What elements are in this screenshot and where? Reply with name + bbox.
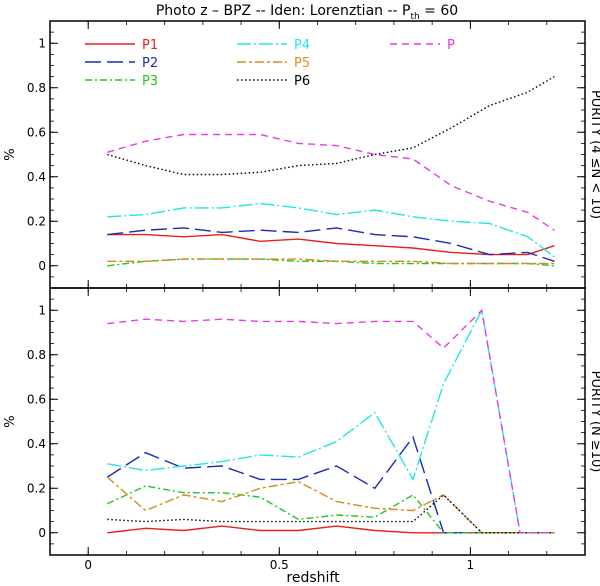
panel-right-label: PURITY (N ≥10) — [588, 371, 600, 473]
legend-label-p6: P6 — [294, 74, 310, 89]
plot-frame — [49, 20, 586, 289]
legend-label-p: P — [447, 38, 455, 53]
y-tick-label: 1 — [38, 36, 46, 50]
y-tick-label: 0 — [38, 259, 46, 273]
series-line-p — [107, 133, 555, 231]
chart-title: Photo z – BPZ -- Iden: Lorenztian -- Pth… — [156, 3, 458, 22]
y-tick-label: 0.4 — [27, 170, 46, 184]
panel-bottom: 0 0.2 0.4 0.6 0.8 1 0 0.5 1% PURITY (N ≥10) — [3, 287, 600, 572]
y-tick-label: 1 — [38, 303, 46, 317]
y-tick-label: 0.4 — [27, 437, 46, 451]
y-tick-label: 0.6 — [27, 392, 46, 406]
legend-label-p4: P4 — [294, 38, 310, 53]
series-line-p5 — [106, 476, 555, 534]
series-line-p2 — [106, 435, 555, 534]
y-axis-label: % — [3, 148, 18, 160]
y-axis-label: % — [3, 415, 18, 427]
series-line-p — [107, 308, 555, 534]
x-axis-label: redshift — [286, 570, 340, 586]
plot-frame — [49, 287, 586, 556]
series-line-p4 — [107, 202, 555, 258]
legend-label-p1: P1 — [142, 38, 158, 53]
legend-label-p2: P2 — [142, 56, 158, 71]
legend: P1 P2 P3 P4 P5 P6 P — [85, 38, 455, 89]
x-tick-label: 0 — [84, 558, 92, 572]
series-line-p5 — [107, 258, 555, 265]
y-tick-label: 0.8 — [27, 81, 46, 95]
series-line-p6 — [107, 75, 555, 176]
legend-label-p3: P3 — [142, 74, 158, 89]
x-tick-label: 0.5 — [270, 558, 289, 572]
series-line-p1 — [107, 525, 555, 534]
y-tick-label: 0.2 — [27, 481, 46, 495]
panel-right-label: PURITY (4 ≤N < 10) — [588, 90, 600, 219]
y-tick-label: 0 — [38, 526, 46, 540]
panel-top: 0 0.2 0.4 0.6 0.8 1% PURITY (4 ≤N < 10) — [3, 20, 600, 289]
series-line-p3 — [107, 485, 555, 534]
series-line-p1 — [107, 233, 555, 256]
x-tick-label: 1 — [467, 558, 475, 572]
legend-label-p5: P5 — [294, 56, 310, 71]
y-tick-label: 0.6 — [27, 125, 46, 139]
series-line-p6 — [107, 493, 555, 534]
series-line-p4 — [107, 308, 555, 534]
y-tick-label: 0.2 — [27, 214, 46, 228]
series-line-p2 — [107, 227, 555, 262]
y-tick-label: 0.8 — [27, 348, 46, 362]
